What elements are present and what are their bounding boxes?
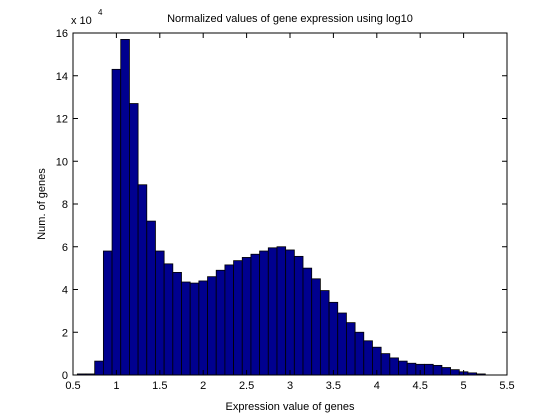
- y-scale-note: x 10 4: [71, 8, 103, 27]
- histogram-bar: [94, 360, 104, 376]
- x-tick-label: 1.5: [152, 380, 167, 392]
- x-tick-label: 5: [461, 380, 467, 392]
- y-scale-exponent: 4: [98, 8, 103, 17]
- y-tick-label: 4: [62, 285, 68, 297]
- histogram-bar: [380, 353, 391, 376]
- histogram-bar: [207, 276, 217, 376]
- y-tick-label: 2: [62, 327, 68, 339]
- histogram-bar: [354, 331, 365, 376]
- histogram-bar: [406, 362, 417, 376]
- x-tick-label: 4: [374, 380, 380, 392]
- histogram-bar: [363, 340, 373, 376]
- histogram-bar: [250, 253, 261, 376]
- ticks-group: 0.5 1 1.5 2 2.5 3 3.5 4 4.5 5 5.5 0 2 4 6 8 10 12 14 16: [56, 28, 515, 392]
- histogram-bar: [224, 264, 234, 376]
- histogram-bar: [146, 220, 156, 376]
- histogram-bar: [189, 282, 200, 376]
- histogram-bar: [181, 281, 191, 376]
- y-tick-label: 16: [56, 28, 68, 40]
- x-tick-label: 2.5: [239, 380, 254, 392]
- y-tick-label: 14: [56, 71, 68, 83]
- histogram-bar: [432, 364, 443, 376]
- y-axis-label: Num. of genes: [36, 168, 48, 240]
- histogram-bar: [172, 271, 182, 376]
- histogram-bar: [337, 312, 347, 376]
- histogram-bar: [102, 250, 113, 376]
- histogram-bar: [129, 103, 139, 376]
- y-tick-label: 8: [62, 199, 68, 211]
- histogram-bar: [441, 367, 451, 376]
- x-tick-label: 3.5: [326, 380, 341, 392]
- histogram-bar: [155, 250, 165, 376]
- histogram-bar: [215, 269, 226, 376]
- histogram-bar: [389, 357, 399, 376]
- histogram-bar: [311, 278, 321, 376]
- histogram-bar: [198, 280, 208, 376]
- x-tick-label: 0.5: [65, 380, 80, 392]
- histogram-bar: [111, 68, 122, 376]
- histogram-bar: [319, 290, 330, 376]
- y-tick-label: 6: [62, 242, 68, 254]
- histogram-bar: [450, 369, 460, 376]
- y-tick-label: 0: [62, 370, 68, 382]
- histogram-bar: [233, 260, 243, 376]
- chart-title: Normalized values of gene expression usi…: [167, 13, 413, 25]
- histogram-bar: [137, 184, 148, 376]
- histogram-bar: [346, 322, 356, 376]
- histogram-bar: [241, 257, 252, 376]
- bars-group: [76, 39, 486, 376]
- histogram-bar: [302, 267, 313, 376]
- y-tick-label: 10: [56, 156, 68, 168]
- x-tick-label: 3: [287, 380, 293, 392]
- y-tick-label: 12: [56, 114, 68, 126]
- histogram-bar: [328, 301, 339, 376]
- x-axis-label: Expression value of genes: [225, 401, 355, 413]
- histogram-bar: [120, 39, 130, 376]
- histogram-bar: [398, 360, 408, 376]
- histogram-bar: [276, 246, 287, 376]
- x-tick-label: 2: [200, 380, 206, 392]
- x-tick-label: 4.5: [413, 380, 428, 392]
- histogram-bar: [267, 247, 278, 376]
- x-tick-label: 5.5: [499, 380, 514, 392]
- histogram-bar: [293, 255, 304, 376]
- histogram-bar: [259, 250, 269, 376]
- y-scale-base: x 10: [71, 15, 92, 27]
- x-tick-label: 1: [113, 380, 119, 392]
- histogram-bar: [424, 363, 434, 376]
- histogram-bar: [285, 249, 295, 376]
- histogram-bar: [163, 263, 174, 376]
